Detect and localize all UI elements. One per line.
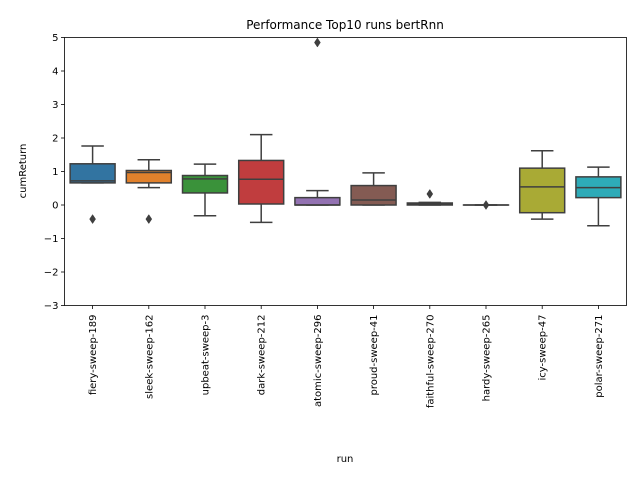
y-tick-label: 2: [52, 134, 58, 145]
x-tick-label: upbeat-sweep-3: [201, 315, 212, 396]
outlier-point: [483, 201, 489, 210]
box-atomic-sweep-296: [295, 38, 340, 205]
chart-title: Performance Top10 runs bertRnn: [246, 18, 444, 32]
plot-area: [70, 38, 621, 226]
y-tick-label: −2: [44, 268, 59, 279]
y-tick-label: 4: [52, 67, 58, 78]
box-icy-sweep-47: [520, 151, 565, 219]
x-tick-label: polar-sweep-271: [594, 315, 605, 398]
iqr-box: [295, 198, 340, 205]
box-fiery-sweep-189: [70, 146, 115, 224]
x-tick-label: fiery-sweep-189: [88, 315, 99, 396]
y-tick-label: 0: [52, 201, 58, 212]
outlier-point: [146, 215, 152, 224]
box-sleek-sweep-162: [126, 160, 171, 224]
iqr-box: [239, 160, 284, 204]
x-tick-label: dark-sweep-212: [257, 315, 268, 396]
x-tick-label: icy-sweep-47: [538, 315, 549, 381]
box-upbeat-sweep-3: [183, 164, 228, 216]
x-tick-label: proud-sweep-41: [369, 315, 380, 396]
y-axis-label: cumReturn: [18, 144, 29, 199]
outlier-point: [314, 38, 320, 47]
outlier-point: [427, 189, 433, 198]
x-tick-label: sleek-sweep-162: [144, 315, 155, 399]
box-dark-sweep-212: [239, 135, 284, 223]
y-tick-label: 3: [52, 100, 58, 111]
box-faithful-sweep-270: [407, 189, 452, 205]
x-axis-label: run: [337, 454, 354, 465]
outlier-point: [90, 215, 96, 224]
y-tick-label: −1: [44, 234, 59, 245]
box-hardy-sweep-265: [464, 201, 509, 210]
iqr-box: [351, 186, 396, 205]
x-tick-label: atomic-sweep-296: [313, 315, 324, 408]
x-tick-label: faithful-sweep-270: [425, 315, 436, 409]
y-tick-label: 5: [52, 33, 58, 44]
x-tick-label: hardy-sweep-265: [482, 315, 493, 402]
y-axis: −3 −2 −1 0 1 2 3 4 5: [44, 33, 65, 312]
x-axis: fiery-sweep-189 sleek-sweep-162 upbeat-swe…: [88, 306, 605, 409]
iqr-box: [520, 168, 565, 213]
y-tick-label: 1: [52, 167, 58, 178]
box-proud-sweep-41: [351, 173, 396, 205]
iqr-box: [70, 164, 115, 183]
y-tick-label: −3: [44, 301, 59, 312]
box-polar-sweep-271: [576, 167, 621, 226]
